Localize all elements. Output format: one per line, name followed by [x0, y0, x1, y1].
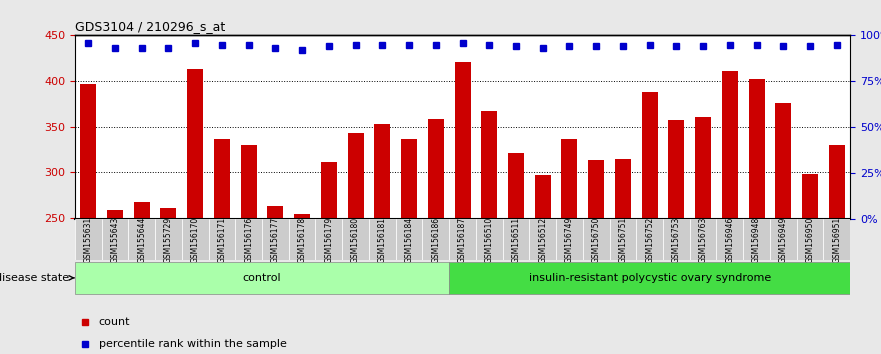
- Text: control: control: [242, 273, 281, 283]
- Bar: [396, 219, 422, 260]
- Text: insulin-resistant polycystic ovary syndrome: insulin-resistant polycystic ovary syndr…: [529, 273, 771, 283]
- Bar: [401, 139, 417, 219]
- Text: GSM156750: GSM156750: [592, 217, 601, 263]
- Bar: [235, 219, 262, 260]
- Bar: [749, 79, 765, 219]
- Bar: [289, 219, 315, 260]
- Bar: [107, 210, 123, 219]
- Bar: [690, 219, 716, 260]
- Bar: [770, 219, 796, 260]
- Text: GSM156752: GSM156752: [645, 217, 655, 263]
- Bar: [209, 219, 235, 260]
- Bar: [155, 219, 181, 260]
- Bar: [561, 139, 577, 219]
- Bar: [556, 219, 583, 260]
- Bar: [321, 162, 337, 219]
- Text: GSM155729: GSM155729: [164, 217, 173, 263]
- Bar: [101, 219, 129, 260]
- Bar: [342, 219, 369, 260]
- Bar: [636, 219, 663, 260]
- Bar: [481, 111, 497, 219]
- Bar: [716, 219, 744, 260]
- Text: GSM155643: GSM155643: [110, 217, 120, 263]
- Bar: [802, 174, 818, 219]
- Text: GSM156187: GSM156187: [458, 217, 467, 263]
- Bar: [641, 92, 658, 219]
- Text: GSM156178: GSM156178: [298, 217, 307, 263]
- Text: disease state: disease state: [0, 273, 74, 283]
- Text: GSM156753: GSM156753: [672, 217, 681, 263]
- Text: GSM156946: GSM156946: [725, 217, 735, 263]
- Bar: [775, 103, 791, 219]
- Text: GSM156186: GSM156186: [432, 217, 440, 263]
- Bar: [129, 219, 155, 260]
- Bar: [695, 118, 711, 219]
- Text: percentile rank within the sample: percentile rank within the sample: [99, 339, 286, 349]
- Text: GSM156948: GSM156948: [752, 217, 761, 263]
- Text: GSM156176: GSM156176: [244, 217, 253, 263]
- Bar: [160, 208, 176, 219]
- Bar: [508, 153, 524, 219]
- Text: GSM156512: GSM156512: [538, 217, 547, 263]
- Text: GSM156181: GSM156181: [378, 217, 387, 263]
- Text: GSM156950: GSM156950: [805, 217, 815, 263]
- Bar: [181, 219, 209, 260]
- Bar: [583, 219, 610, 260]
- Text: count: count: [99, 317, 130, 327]
- Bar: [369, 219, 396, 260]
- Text: GSM156763: GSM156763: [699, 217, 707, 263]
- Bar: [455, 62, 470, 219]
- Text: GDS3104 / 210296_s_at: GDS3104 / 210296_s_at: [75, 20, 226, 33]
- Bar: [824, 219, 850, 260]
- Text: GSM156511: GSM156511: [512, 217, 521, 263]
- Text: GSM156170: GSM156170: [190, 217, 200, 263]
- Bar: [449, 262, 850, 294]
- Bar: [80, 84, 96, 219]
- Bar: [589, 160, 604, 219]
- Text: GSM156951: GSM156951: [833, 217, 841, 263]
- Bar: [722, 71, 738, 219]
- Bar: [428, 119, 444, 219]
- Text: GSM156749: GSM156749: [565, 217, 574, 263]
- Bar: [829, 145, 845, 219]
- Text: GSM156751: GSM156751: [618, 217, 627, 263]
- Text: GSM156179: GSM156179: [324, 217, 333, 263]
- Bar: [267, 206, 284, 219]
- Bar: [663, 219, 690, 260]
- Bar: [374, 124, 390, 219]
- Text: GSM156177: GSM156177: [270, 217, 280, 263]
- Bar: [262, 219, 289, 260]
- Bar: [669, 120, 685, 219]
- Text: GSM155631: GSM155631: [84, 217, 93, 263]
- Bar: [529, 219, 556, 260]
- Bar: [315, 219, 342, 260]
- Bar: [615, 159, 631, 219]
- Text: GSM155644: GSM155644: [137, 217, 146, 263]
- Text: GSM156184: GSM156184: [404, 217, 413, 263]
- Bar: [294, 214, 310, 219]
- Text: GSM156949: GSM156949: [779, 217, 788, 263]
- Bar: [214, 139, 230, 219]
- Bar: [503, 219, 529, 260]
- Text: GSM156510: GSM156510: [485, 217, 493, 263]
- Bar: [476, 219, 503, 260]
- Bar: [796, 219, 824, 260]
- Bar: [241, 145, 256, 219]
- Bar: [610, 219, 636, 260]
- Text: GSM156171: GSM156171: [218, 217, 226, 263]
- Bar: [75, 262, 449, 294]
- Bar: [187, 69, 204, 219]
- Text: GSM156180: GSM156180: [352, 217, 360, 263]
- Bar: [535, 175, 551, 219]
- Bar: [744, 219, 770, 260]
- Bar: [449, 219, 476, 260]
- Bar: [348, 133, 364, 219]
- Bar: [134, 202, 150, 219]
- Bar: [75, 219, 101, 260]
- Bar: [422, 219, 449, 260]
